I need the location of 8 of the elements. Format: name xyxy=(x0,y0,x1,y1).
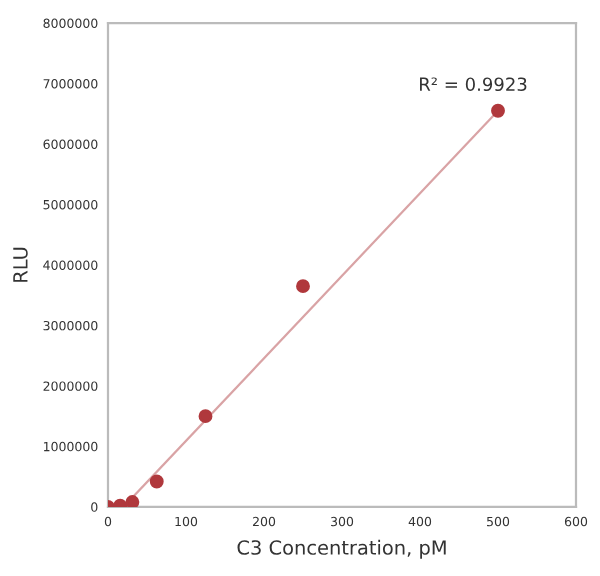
point xyxy=(149,474,164,489)
x-axis-title: C3 Concentration, pM xyxy=(237,539,446,559)
annotation: R² = 0.9923 xyxy=(420,77,527,92)
point xyxy=(125,495,140,507)
point xyxy=(296,279,310,294)
y-axis-title: RLU xyxy=(13,247,28,282)
point xyxy=(491,103,505,118)
point xyxy=(198,409,213,424)
